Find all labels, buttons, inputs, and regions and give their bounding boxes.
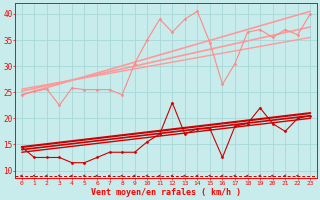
- X-axis label: Vent moyen/en rafales ( km/h ): Vent moyen/en rafales ( km/h ): [91, 188, 241, 197]
